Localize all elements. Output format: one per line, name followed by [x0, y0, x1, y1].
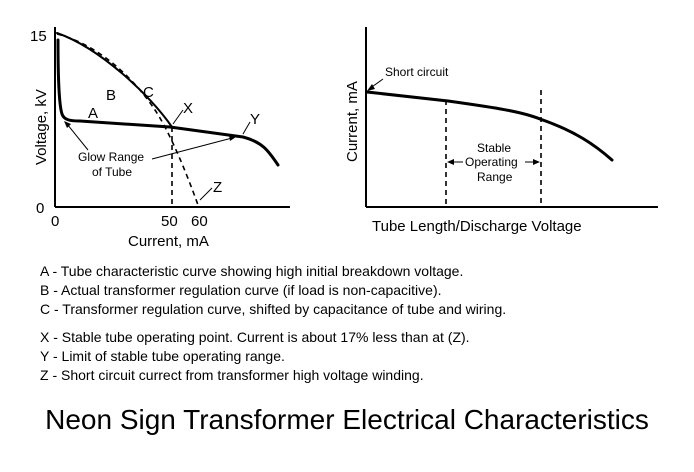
- x-tick-60: 60: [191, 213, 208, 230]
- point-z-label: Z: [213, 179, 222, 196]
- curve-c-label: C: [143, 84, 154, 101]
- point-x-label: X: [183, 100, 193, 117]
- note-c: C - Transformer regulation curve, shifte…: [40, 301, 507, 317]
- y-tick-15: 15: [30, 28, 47, 45]
- stable-range-arrowhead-left: [447, 159, 454, 165]
- voltage-current-chart: 15 0 0 50 60 Current, mA Voltage, kV A B…: [30, 27, 290, 250]
- note-b: B - Actual transformer regulation curve …: [40, 282, 442, 298]
- current-length-chart: Tube Length/Discharge Voltage Current, m…: [344, 27, 658, 235]
- note-x: X - Stable tube operating point. Current…: [40, 329, 470, 345]
- stable-range-label-line2: Operating: [465, 155, 518, 169]
- glow-range-arrow-left: [66, 123, 89, 151]
- glow-range-arrow-right: [151, 137, 233, 160]
- glow-range-label-line1: Glow Range: [78, 150, 144, 164]
- point-y-pointer: [242, 121, 251, 135]
- x-tick-0: 0: [51, 213, 59, 230]
- curve-c: [56, 32, 173, 128]
- short-circuit-label: Short circuit: [385, 65, 449, 79]
- glow-range-arrowhead-left: [64, 121, 71, 128]
- legend-notes: A - Tube characteristic curve showing hi…: [40, 262, 506, 385]
- note-z: Z - Short circuit currect from transform…: [40, 367, 424, 383]
- glow-range-arrowhead-right: [229, 135, 236, 141]
- left-y-axis-label: Voltage, kV: [33, 89, 50, 165]
- curve-b: [56, 33, 199, 206]
- curve-a-label: A: [88, 105, 98, 122]
- left-x-axis-label: Current, mA: [128, 233, 209, 250]
- y-tick-0: 0: [36, 200, 44, 217]
- note-y: Y - Limit of stable tube operating range…: [40, 348, 285, 364]
- point-x-pointer: [172, 109, 184, 125]
- x-tick-50: 50: [161, 213, 178, 230]
- stable-range-label-line1: Stable: [477, 141, 511, 155]
- right-x-axis-label: Tube Length/Discharge Voltage: [372, 218, 582, 235]
- stable-range-arrowhead-right: [533, 159, 540, 165]
- right-y-axis-label: Current, mA: [344, 81, 361, 162]
- point-y-label: Y: [250, 111, 260, 128]
- current-curve: [365, 90, 614, 162]
- curve-b-label: B: [106, 87, 116, 104]
- point-z-pointer: [199, 187, 213, 201]
- short-circuit-arrowhead: [367, 84, 375, 91]
- figure-title: Neon Sign Transformer Electrical Charact…: [45, 404, 649, 435]
- glow-range-label-line2: of Tube: [92, 165, 132, 179]
- stable-range-label-line3: Range: [477, 170, 513, 184]
- note-a: A - Tube characteristic curve showing hi…: [40, 263, 464, 279]
- curve-a: [56, 38, 280, 167]
